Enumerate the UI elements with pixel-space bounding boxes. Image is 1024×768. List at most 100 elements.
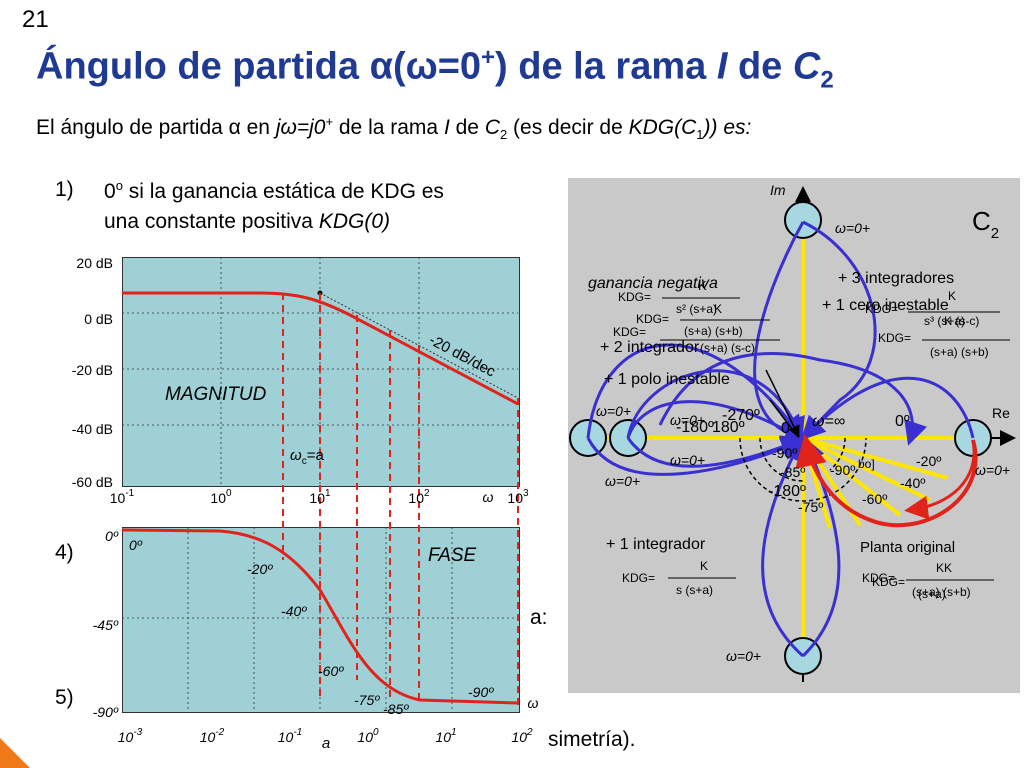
mag-xtick-4: 103: [507, 488, 529, 506]
phase-annot-6: -90º: [468, 684, 494, 700]
diagram-element: [802, 436, 949, 480]
angle-mid-1: -85º: [780, 464, 805, 480]
mag-xtick-0: 10-1: [110, 488, 135, 506]
phase-ytick-2: -90º: [93, 704, 119, 720]
f-neg-k: K: [698, 278, 707, 293]
phase-ytick-1: -45º: [93, 617, 119, 633]
diagram-element: 10: [511, 729, 527, 745]
diagram-element: 0º -45º -90º: [93, 528, 119, 720]
phase-annot-1: -20º: [247, 561, 273, 577]
title-c-sub: 2: [820, 66, 834, 94]
phase-annot-2: -40º: [281, 603, 307, 619]
intro-text: El ángulo de partida α en jω=j0+ de la r…: [36, 114, 751, 142]
mag-ytick-2: -20 dB: [72, 362, 113, 378]
intro-p3: de la rama: [333, 116, 444, 139]
diagram-element: C: [972, 206, 991, 236]
phase-annot-4: -75º: [354, 692, 380, 708]
title-close: ): [495, 45, 508, 88]
mag-x-omega: ω: [483, 489, 494, 505]
diagram-element: -1: [293, 727, 302, 738]
list-item-1-line2: una constante positiva KDG(0): [104, 210, 390, 234]
plant-label: Planta original: [860, 539, 955, 556]
phase-xtick-4: 101: [435, 727, 456, 745]
f-3int-kdg: KDG=: [865, 302, 898, 316]
diagram-element: 1: [451, 727, 457, 738]
mag-ytick-1: 0 dB: [84, 311, 113, 327]
angle-left-2: 180º: [712, 419, 745, 436]
one-int-label: + 1 integrador: [606, 536, 706, 553]
pointer-line: [769, 399, 799, 438]
diagram-element: [626, 400, 801, 440]
one-pole-label: + 1 polo inestable: [604, 371, 730, 388]
w0-top: ω=0+: [835, 220, 870, 236]
angle-mid-3: -180º: [768, 483, 806, 500]
title-omega: ω: [405, 45, 438, 88]
phase-xtick-0: 10-3: [118, 727, 143, 745]
diagram-element: [784, 201, 822, 239]
intro-jw: jω=j0: [275, 116, 326, 139]
phase-annot-5: -85º: [383, 701, 409, 717]
intro-branch: I: [443, 116, 450, 139]
list-item-1-number: 1): [55, 178, 74, 201]
one-zero-label: + 1 cero inestable: [822, 297, 949, 314]
phase-a-label: a: [322, 735, 330, 752]
item1-deg: 0: [104, 180, 116, 203]
plant-locus-arrow: [904, 439, 976, 520]
diagram-element: 2: [526, 727, 533, 738]
angle-left-3: 0: [781, 420, 790, 437]
angle-bo: bo]: [858, 457, 875, 471]
mag-ytick-0: 20 dB: [76, 255, 113, 271]
f-plant-kk: KK: [936, 561, 952, 575]
phase-label: FASE: [428, 545, 477, 566]
magnitude-label: MAGNITUD: [165, 384, 267, 405]
w0-bottom: ω=0+: [726, 648, 761, 664]
diagram-element: 10: [118, 729, 134, 745]
title-mid2: de: [727, 45, 793, 88]
w-infinity: ω=∞: [812, 413, 845, 430]
plant-locus: [795, 434, 978, 528]
diagram-element: 10: [200, 729, 216, 745]
im-label: Im: [770, 182, 786, 198]
diagram-element: 2: [424, 488, 430, 499]
angle-right-0: -20º: [916, 453, 941, 469]
mag-ytick-4: -60 dB: [72, 474, 113, 490]
diagram-element: ω: [290, 447, 302, 464]
diagram-element: =a: [307, 447, 325, 464]
diagram-element: [761, 436, 804, 658]
diagram-element: [586, 437, 806, 476]
w0-left: ω=0+: [596, 403, 631, 419]
diagram-element: 10: [408, 490, 424, 506]
f-neg-kdg: KDG=: [618, 290, 651, 304]
pointer-arrow: [765, 369, 800, 438]
phase-annot-3: -60º: [318, 663, 344, 679]
intro-c: C: [484, 116, 500, 139]
angle-right-2: -60º: [862, 491, 887, 507]
slide-number: 21: [22, 6, 49, 33]
f-1int-k: K: [700, 559, 708, 573]
diagram-element: KDG= K s² (s+a) KDG= K (s+a) (s+b) KDG= …: [613, 278, 1010, 601]
angle-left-1: -180º: [676, 419, 714, 436]
mag-ytick-3: -40 dB: [72, 421, 113, 437]
diagram-element: -2: [215, 727, 224, 738]
intro-p4: de: [449, 116, 485, 139]
diagram-element: 3: [523, 488, 529, 499]
corner-label: ωc=a: [290, 447, 324, 467]
f-2int-k: K: [714, 302, 722, 316]
angle-right-1: -40º: [900, 475, 925, 491]
f-2int2-kdg: KDG=: [613, 325, 646, 339]
angle-mid-2: -90º: [830, 462, 855, 478]
phase-xtick-5: 102: [511, 727, 533, 745]
slide-title: Ángulo de partida α(ω=0+) de la rama I d…: [36, 44, 834, 94]
f-3int-k: K: [948, 289, 956, 303]
intro-c-sub: 2: [499, 127, 508, 143]
diagram-element: 2: [991, 225, 999, 242]
diagram-element: [759, 437, 804, 482]
f-3int-den: s³ (s+a): [924, 314, 965, 328]
diagram-element: 0: [373, 727, 379, 738]
f-3int2-kdg: KDG=: [878, 331, 911, 345]
title-open: (: [392, 45, 406, 88]
f-2int-den: (s+a) (s+b): [684, 324, 743, 338]
frequency-connectors: [282, 293, 519, 705]
w0-right: ω=0+: [975, 462, 1010, 478]
title-branch: I: [716, 45, 728, 88]
